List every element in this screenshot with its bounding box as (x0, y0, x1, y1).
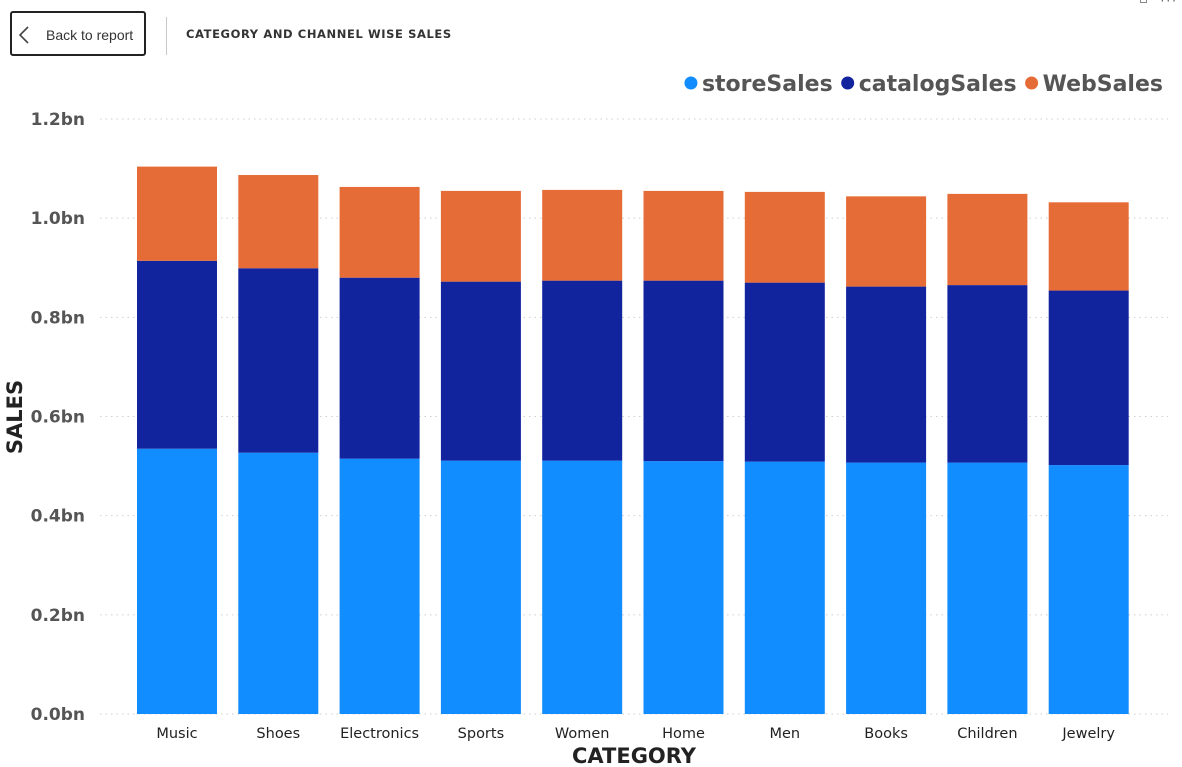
x-tick-label: Sports (458, 726, 504, 742)
chevron-left-icon (18, 26, 29, 44)
legend-label: WebSales (1043, 72, 1163, 97)
bar-segment-storeSales[interactable] (137, 448, 217, 714)
x-axis-title: CATEGORY (572, 744, 697, 767)
bar-segment-catalogSales[interactable] (1048, 290, 1129, 466)
y-axis-title: SALES (3, 380, 27, 454)
bar-segment-WebSales[interactable] (846, 196, 927, 287)
bar-segment-storeSales[interactable] (643, 461, 724, 714)
bar-segment-storeSales[interactable] (339, 458, 420, 714)
bar-segment-catalogSales[interactable] (846, 286, 927, 463)
more-options-icon[interactable]: ··· (1160, 0, 1178, 8)
legend-marker-icon (684, 76, 698, 90)
y-tick-label: 0.0bn (31, 705, 85, 725)
bar-segment-WebSales[interactable] (643, 190, 724, 281)
x-axis-ticks: Music Shoes Electronics Sports Women Home Men B… (156, 726, 1115, 742)
y-tick-label: 1.2bn (31, 110, 85, 130)
bar-segment-catalogSales[interactable] (643, 280, 724, 462)
x-tick-label: Books (864, 726, 908, 742)
bar-segment-catalogSales[interactable] (744, 282, 825, 462)
bar-segment-WebSales[interactable] (137, 166, 217, 261)
legend-marker-icon (841, 76, 855, 90)
visual-header-icons: ··· (1139, 0, 1178, 8)
header-divider (166, 17, 167, 55)
y-tick-label: 1.0bn (31, 209, 85, 229)
bar-segment-storeSales[interactable] (542, 460, 623, 714)
visual-title: CATEGORY AND CHANNEL WISE SALES (186, 27, 452, 41)
bar-segment-storeSales[interactable] (846, 462, 927, 714)
x-tick-label: Shoes (256, 726, 300, 742)
bar-segment-catalogSales[interactable] (137, 260, 217, 449)
bar-segment-WebSales[interactable] (238, 175, 319, 269)
x-tick-label: Jewelry (1061, 726, 1115, 742)
y-tick-label: 0.2bn (31, 606, 85, 626)
back-button-label: Back to report (46, 27, 134, 43)
x-tick-label: Music (156, 726, 197, 742)
legend: WebSales catalogSales storeSales (684, 72, 1163, 97)
y-axis-ticks: 0.0bn 0.2bn 0.4bn 0.6bn 0.8bn 1.0bn 1.2bn (31, 110, 85, 725)
legend-label: catalogSales (859, 72, 1017, 97)
bar-segment-catalogSales[interactable] (238, 268, 319, 453)
bar-segment-storeSales[interactable] (440, 460, 521, 714)
bar-segment-catalogSales[interactable] (440, 281, 521, 461)
bar-segment-catalogSales[interactable] (339, 277, 420, 459)
bar-segment-storeSales[interactable] (238, 452, 319, 714)
gridlines (100, 118, 1168, 715)
bar-segment-catalogSales[interactable] (542, 280, 623, 461)
bars (137, 166, 1129, 714)
x-tick-label: Home (662, 726, 705, 742)
legend-marker-icon (1025, 76, 1039, 90)
y-tick-label: 0.4bn (31, 507, 85, 527)
legend-label: storeSales (702, 72, 833, 97)
bar-segment-WebSales[interactable] (542, 189, 623, 281)
y-tick-label: 0.6bn (31, 408, 85, 428)
bar-segment-WebSales[interactable] (339, 186, 420, 278)
bar-segment-WebSales[interactable] (1048, 202, 1129, 291)
bar-segment-catalogSales[interactable] (947, 285, 1028, 463)
bar-segment-WebSales[interactable] (744, 191, 825, 283)
bar-segment-WebSales[interactable] (440, 190, 521, 282)
back-to-report-button[interactable]: Back to report (10, 11, 146, 56)
x-tick-label: Men (769, 726, 800, 742)
bar-segment-storeSales[interactable] (744, 461, 825, 714)
x-tick-label: Children (957, 726, 1017, 742)
bar-segment-WebSales[interactable] (947, 193, 1028, 286)
x-tick-label: Women (555, 726, 610, 742)
y-tick-label: 0.8bn (31, 308, 85, 328)
x-tick-label: Electronics (340, 726, 419, 742)
bar-segment-storeSales[interactable] (947, 462, 1028, 714)
pin-icon[interactable] (1139, 0, 1147, 3)
bar-segment-storeSales[interactable] (1048, 465, 1129, 714)
